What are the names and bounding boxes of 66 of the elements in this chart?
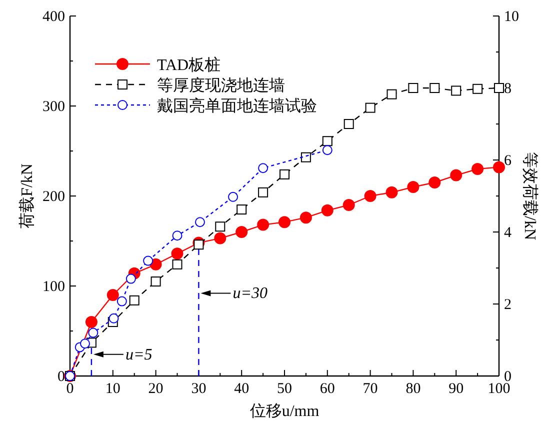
point	[194, 217, 205, 228]
x-tick-label: 50	[277, 381, 292, 397]
point	[172, 230, 182, 241]
point	[150, 258, 162, 270]
point	[386, 89, 397, 100]
point	[258, 163, 268, 174]
y2-axis-title: 等效荷载/kN	[521, 152, 539, 240]
point	[300, 212, 312, 224]
legend-label: 戴国亮单面地连墙试验	[157, 97, 317, 115]
point	[278, 216, 290, 228]
x-tick-label: 100	[488, 381, 510, 397]
point	[428, 176, 441, 188]
point	[215, 222, 226, 232]
point	[451, 86, 462, 96]
y2-tick-label: 8	[504, 81, 512, 97]
point	[129, 295, 140, 306]
x-tick-label: 30	[191, 381, 206, 397]
y2-tick-label: 6	[504, 153, 512, 169]
x-tick-label: 20	[148, 381, 164, 397]
point	[236, 226, 248, 238]
point	[228, 192, 238, 202]
point	[85, 316, 98, 328]
point	[171, 248, 184, 260]
point	[143, 256, 154, 266]
point	[80, 338, 90, 349]
x-tick-label: 40	[234, 381, 250, 397]
x-axis-title: 位移u/mm	[250, 403, 320, 420]
y2-tick-label: 10	[504, 9, 519, 25]
x-tick-label: 10	[105, 381, 120, 397]
point	[365, 102, 376, 113]
point	[214, 232, 226, 244]
point	[322, 145, 332, 156]
x-tick-label: 90	[448, 381, 464, 397]
y2-tick-label: 4	[504, 225, 512, 241]
point	[386, 186, 398, 198]
x-tick-label: 80	[406, 381, 421, 397]
x-tick-label: 60	[320, 381, 335, 397]
y-tick-label: 100	[42, 279, 65, 295]
point	[88, 328, 98, 338]
point	[493, 161, 505, 174]
point	[258, 187, 268, 198]
y-axis-title: 荷载F/kN	[18, 163, 36, 228]
y-tick-label: 200	[42, 189, 65, 205]
point	[108, 313, 119, 324]
point	[364, 190, 376, 202]
point	[106, 289, 119, 301]
y2-tick-label: 2	[504, 297, 512, 313]
y-tick-label: 400	[42, 9, 65, 25]
point	[342, 199, 355, 211]
point	[126, 274, 136, 284]
point	[450, 169, 462, 182]
annotation: u=5	[125, 346, 152, 364]
y-tick-label: 0	[58, 369, 65, 385]
point	[407, 181, 420, 193]
point	[172, 259, 182, 270]
point	[194, 240, 204, 250]
point	[321, 204, 334, 216]
point	[472, 163, 484, 175]
point	[116, 296, 127, 306]
legend-label: 等厚度现浇地连墙	[157, 76, 285, 94]
x-tick-label: 70	[362, 381, 378, 397]
legend-label: TAD板桩	[157, 56, 221, 74]
annotation: u=30	[232, 285, 268, 302]
point	[257, 218, 270, 231]
point	[300, 152, 311, 162]
y-tick-label: 300	[42, 99, 65, 115]
